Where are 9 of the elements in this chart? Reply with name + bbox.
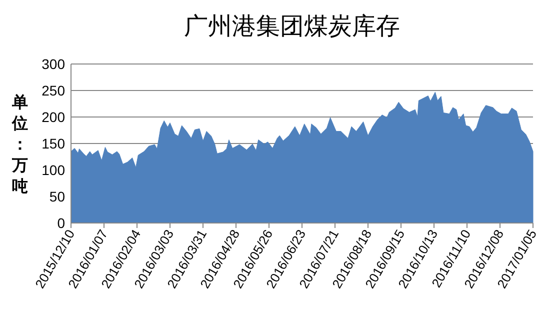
y-tick-label: 50	[49, 188, 66, 204]
y-tick-label: 150	[42, 136, 66, 152]
y-tick-label: 0	[57, 215, 66, 231]
y-axis-title: 单位：万吨	[11, 94, 28, 196]
y-tick-label: 100	[42, 162, 66, 178]
y-tick-label: 200	[42, 109, 66, 125]
y-tick-label: 300	[42, 56, 66, 72]
y-tick-label: 250	[42, 82, 66, 98]
chart-title: 广州港集团煤炭库存	[184, 13, 400, 40]
